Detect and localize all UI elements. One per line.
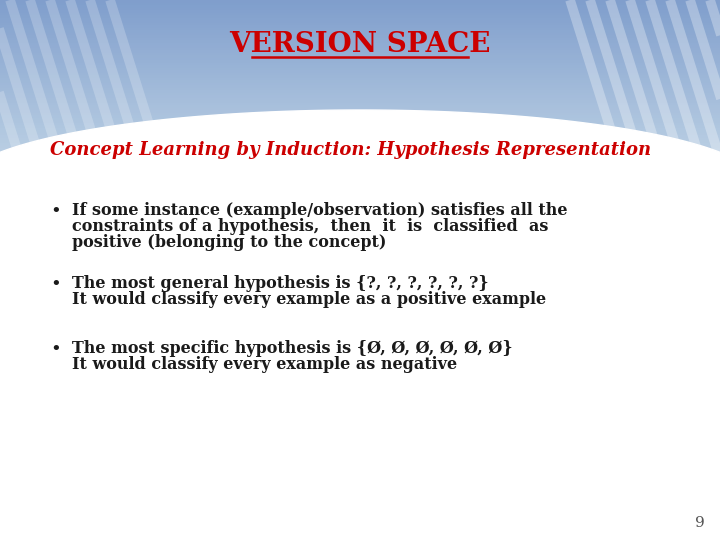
Text: The most specific hypothesis is {Ø, Ø, Ø, Ø, Ø, Ø}: The most specific hypothesis is {Ø, Ø, Ø… — [72, 340, 513, 357]
Text: If some instance (example/observation) satisfies all the: If some instance (example/observation) s… — [72, 202, 567, 219]
Text: •: • — [50, 275, 60, 293]
Text: The most general hypothesis is {?, ?, ?, ?, ?, ?}: The most general hypothesis is {?, ?, ?,… — [72, 275, 489, 292]
Polygon shape — [0, 110, 720, 185]
Text: 9: 9 — [696, 516, 705, 530]
Text: •: • — [50, 202, 60, 220]
Text: •: • — [50, 340, 60, 358]
Text: constraints of a hypothesis,  then  it  is  classified  as: constraints of a hypothesis, then it is … — [72, 218, 549, 235]
Text: It would classify every example as a positive example: It would classify every example as a pos… — [72, 291, 546, 308]
Text: It would classify every example as negative: It would classify every example as negat… — [72, 356, 457, 373]
Text: VERSION SPACE: VERSION SPACE — [229, 30, 491, 57]
Text: Concept Learning by Induction: Hypothesis Representation: Concept Learning by Induction: Hypothesi… — [50, 141, 651, 159]
Text: positive (belonging to the concept): positive (belonging to the concept) — [72, 234, 387, 251]
